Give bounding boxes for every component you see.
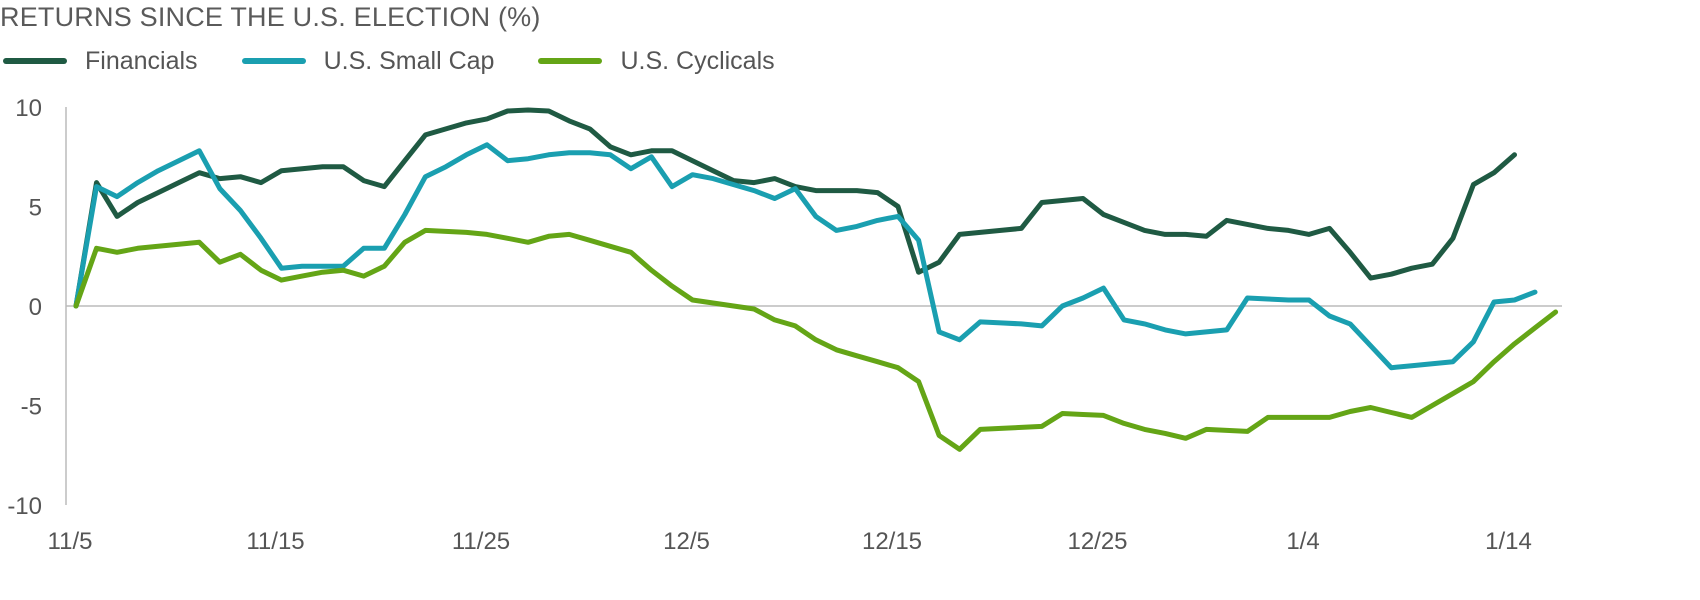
y-tick-label: -10	[7, 493, 42, 520]
legend-item-small-cap: U.S. Small Cap	[241, 46, 495, 76]
y-tick-label: 0	[29, 294, 42, 321]
x-tick-label: 12/5	[663, 528, 710, 555]
y-tick-label: 10	[15, 95, 42, 122]
x-tick-label: 1/14	[1485, 528, 1532, 555]
legend-label-financials: Financials	[85, 46, 198, 75]
chart-legend: Financials U.S. Small Cap U.S. Cyclicals	[3, 44, 819, 78]
legend-label-small-cap: U.S. Small Cap	[323, 46, 495, 75]
legend-item-cyclicals: U.S. Cyclicals	[538, 46, 775, 76]
x-tick-label: 11/25	[452, 528, 510, 555]
y-tick-label: -5	[21, 394, 42, 421]
x-tick-label: 12/15	[862, 528, 922, 555]
x-tick-label: 11/5	[48, 528, 93, 555]
legend-swatch-small-cap	[241, 58, 306, 64]
x-tick-label: 1/4	[1286, 528, 1319, 555]
series-line-u-s-cyclicals	[73, 227, 1559, 452]
x-tick-label: 12/25	[1067, 528, 1127, 555]
x-tick-label: 11/15	[246, 528, 304, 555]
series-line-u-s-small-cap	[73, 142, 1538, 371]
legend-item-financials: Financials	[3, 47, 198, 76]
legend-swatch-cyclicals	[538, 58, 603, 64]
legend-label-cyclicals: U.S. Cyclicals	[620, 46, 775, 75]
legend-swatch-financials	[3, 58, 67, 64]
y-tick-label: 5	[29, 195, 42, 222]
chart-title: RETURNS SINCE THE U.S. ELECTION (%)	[0, 2, 541, 32]
